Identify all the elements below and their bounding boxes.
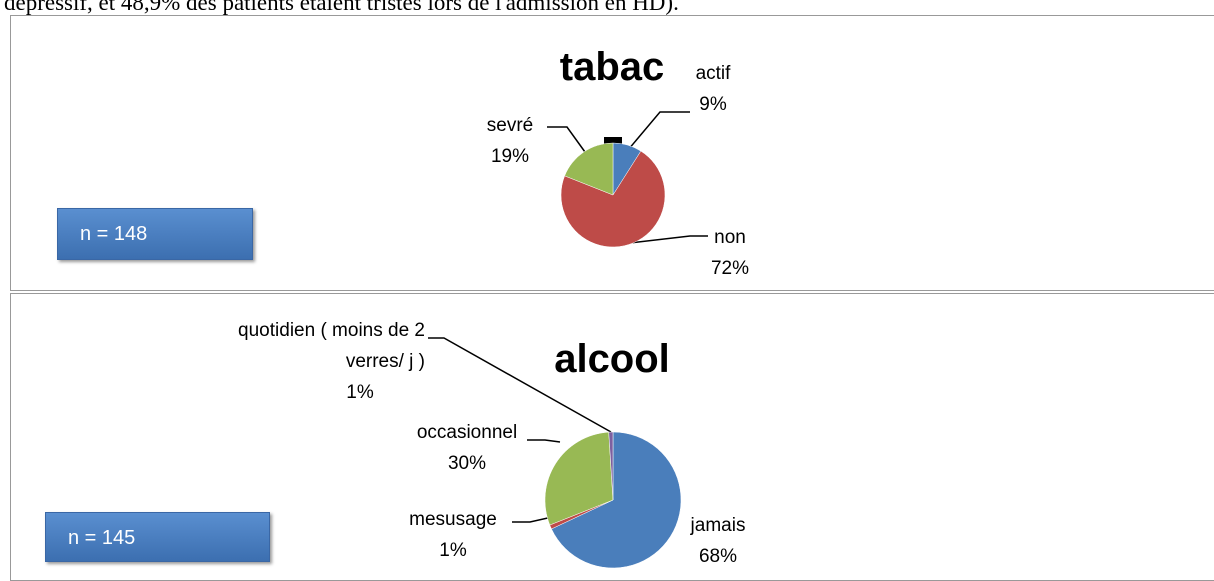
chart-title: alcool <box>554 337 670 381</box>
leader-line <box>627 111 690 151</box>
value-label: 72% <box>710 258 750 279</box>
value-label: 19% <box>490 146 530 167</box>
pie-slice <box>544 431 614 526</box>
value-label: 68% <box>698 546 738 567</box>
pie-slice <box>551 431 682 569</box>
value-label: 30% <box>447 453 487 474</box>
pie-slice <box>564 142 614 196</box>
value-label: 1% <box>439 540 467 561</box>
slice-label: jamais 68% <box>691 510 746 572</box>
pie-slice <box>608 431 614 501</box>
body-text: dépressif, et 48,9% des patients étaient… <box>4 0 679 15</box>
category-label: sevré <box>486 115 534 136</box>
value-label: 9% <box>699 94 727 115</box>
annotation: n = 145 <box>45 512 270 562</box>
category-label: actif <box>695 63 731 84</box>
leader-line <box>629 235 708 244</box>
slice-label: quotidien ( moins de 2 verres/ j ) 1% <box>185 315 425 408</box>
category-label: jamais <box>690 515 746 536</box>
leader-line <box>428 337 612 433</box>
leader-line <box>527 439 561 443</box>
category-label: mesusage <box>409 509 497 530</box>
category-label: non <box>714 227 746 248</box>
annotation: n = 148 <box>57 208 253 260</box>
slice-label: actif 9% <box>696 58 731 120</box>
value-label: 1% <box>346 382 374 403</box>
slice-label: non 72% <box>711 222 749 284</box>
slice-label: mesusage 1% <box>409 504 497 566</box>
category-label: occasionnel <box>416 422 518 443</box>
chart-panel <box>10 15 1214 291</box>
pie-slice <box>560 150 666 248</box>
leader-line <box>547 126 586 153</box>
category-label: quotidien ( moins de 2 verres/ j ) <box>238 320 425 372</box>
slice-label: sevré 19% <box>487 110 533 172</box>
chart-title: tabac <box>559 45 665 89</box>
slice-label: occasionnel 30% <box>417 417 517 479</box>
marker <box>604 137 622 145</box>
